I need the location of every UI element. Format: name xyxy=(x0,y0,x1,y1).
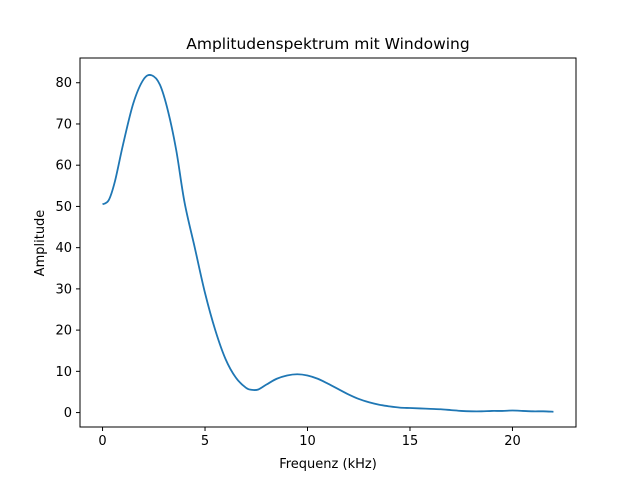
y-axis-ticks: 0 10 20 30 40 50 60 70 80 xyxy=(55,76,80,421)
chart-title: Amplitudenspektrum mit Windowing xyxy=(186,35,469,53)
y-axis-label: Amplitude xyxy=(33,210,48,277)
y-tick-label: 60 xyxy=(55,159,72,174)
y-tick-label: 50 xyxy=(55,200,72,215)
y-tick-label: 70 xyxy=(55,117,72,132)
plot-area xyxy=(79,57,577,428)
x-tick-label: 0 xyxy=(98,434,106,449)
x-tick-label: 20 xyxy=(504,434,521,449)
y-tick-label: 20 xyxy=(55,324,72,339)
x-axis-label: Frequenz (kHz) xyxy=(279,457,377,472)
x-tick-label: 5 xyxy=(201,434,209,449)
x-axis-ticks: 0 5 10 15 20 xyxy=(98,427,521,449)
series-line-0 xyxy=(102,74,554,413)
y-tick-label: 0 xyxy=(64,406,72,421)
x-tick-label: 15 xyxy=(402,434,419,449)
plot-frame xyxy=(79,57,577,428)
y-tick-label: 30 xyxy=(55,282,72,297)
y-tick-label: 80 xyxy=(55,76,72,91)
x-tick-label: 10 xyxy=(299,434,316,449)
y-tick-label: 40 xyxy=(55,241,72,256)
y-tick-label: 10 xyxy=(55,365,72,380)
